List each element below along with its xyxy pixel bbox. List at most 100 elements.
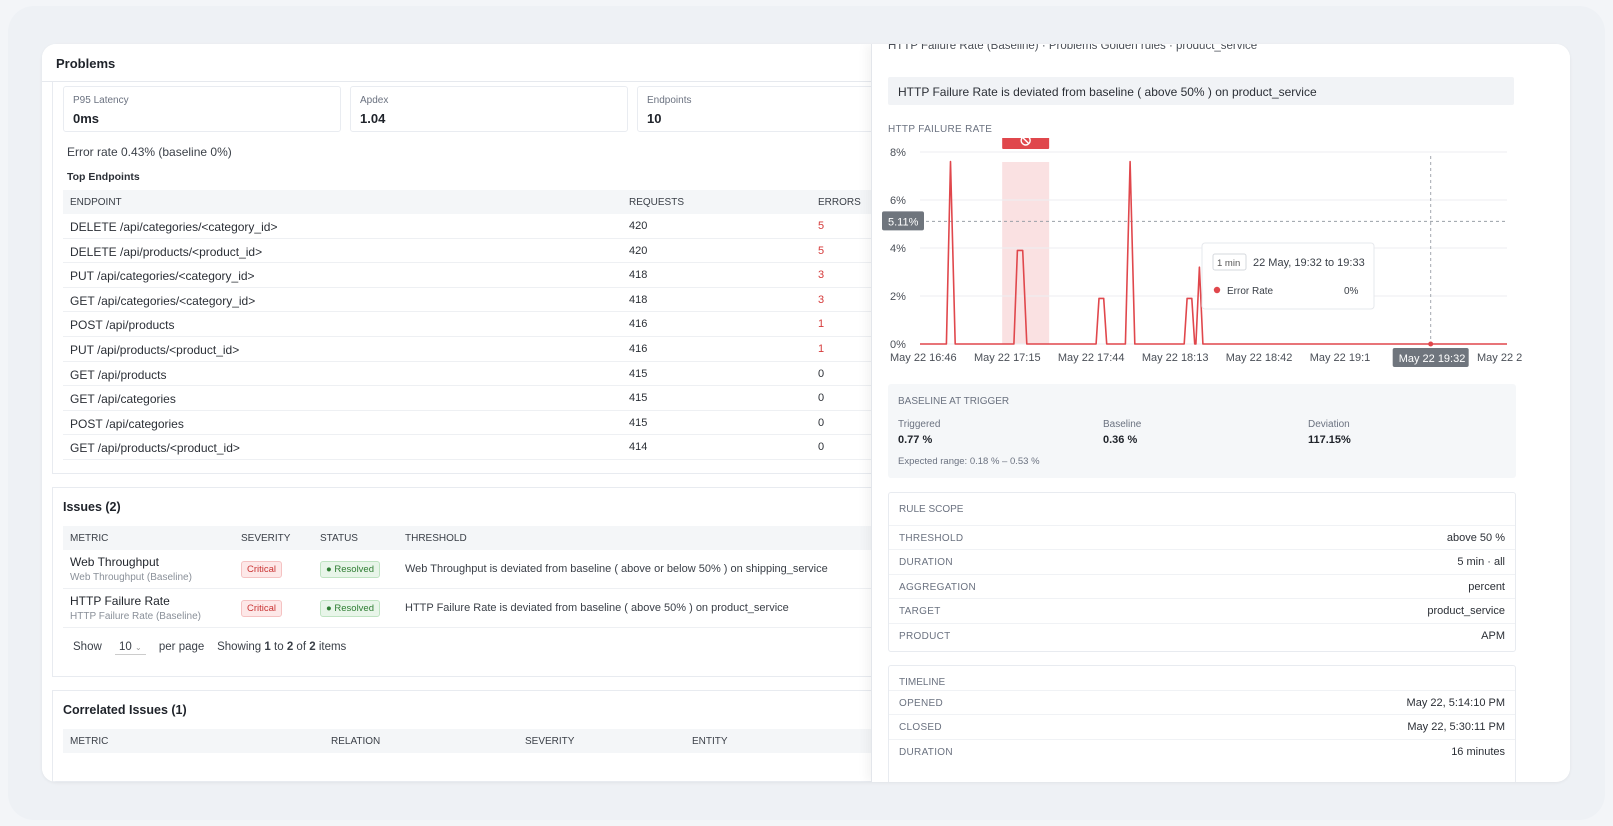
column-metric[interactable]: METRIC bbox=[70, 533, 109, 544]
table-row[interactable]: GET /api/products/<product_id> 414 0 bbox=[63, 435, 903, 460]
errors-cell: 1 bbox=[818, 318, 825, 331]
column-threshold[interactable]: THRESHOLD bbox=[405, 533, 467, 544]
threshold-label: 5.11% bbox=[888, 216, 919, 228]
issues-title: Issues (2) bbox=[63, 500, 121, 514]
rule-scope-title: RULE SCOPE bbox=[899, 504, 964, 515]
status-label: Resolved bbox=[334, 564, 374, 575]
detail-row: OPENED May 22, 5:14:10 PM bbox=[889, 690, 1515, 714]
severity-badge: Critical bbox=[241, 600, 283, 617]
baseline-label: Baseline bbox=[1103, 419, 1142, 430]
pagination: Show 10 ⌄ per page Showing 1 to 2 of 2 i… bbox=[73, 640, 346, 655]
issue-row[interactable]: Web Throughput Web Throughput (Baseline)… bbox=[63, 550, 903, 589]
tooltip-value: 0% bbox=[1344, 286, 1359, 297]
table-row[interactable]: DELETE /api/categories/<category_id> 420 5 bbox=[63, 214, 903, 239]
issues-card: Issues (2) METRIC SEVERITY STATUS THRESH… bbox=[52, 487, 903, 677]
column-endpoint[interactable]: ENDPOINT bbox=[70, 197, 122, 208]
column-status[interactable]: STATUS bbox=[320, 533, 358, 544]
deviation-label: Deviation bbox=[1308, 419, 1350, 430]
correlated-issues-card: Correlated Issues (1) METRIC RELATION SE… bbox=[52, 690, 903, 782]
problems-header: Problems bbox=[42, 44, 902, 82]
y-tick-label: 0% bbox=[890, 339, 906, 351]
y-tick-label: 2% bbox=[890, 291, 906, 303]
column-errors[interactable]: ERRORS bbox=[818, 197, 861, 208]
errors-cell: 0 bbox=[818, 367, 825, 380]
detail-key: DURATION bbox=[899, 557, 953, 569]
detail-value: 16 minutes bbox=[1451, 745, 1505, 758]
http-failure-rate-chart[interactable]: 0% 2% 4% 6% 8% 5.11% May 22 16:46 May 22 17:15 M… bbox=[882, 138, 1522, 378]
column-entity[interactable]: ENTITY bbox=[692, 736, 728, 747]
table-row[interactable]: GET /api/categories 415 0 bbox=[63, 386, 903, 411]
table-row[interactable]: PUT /api/categories/<category_id> 418 3 bbox=[63, 263, 903, 288]
showing-items: items bbox=[318, 641, 347, 653]
x-tick-label: May 22 18:13 bbox=[1142, 352, 1209, 364]
errors-cell: 5 bbox=[818, 220, 825, 232]
table-row[interactable]: PUT /api/products/<product_id> 416 1 bbox=[63, 337, 903, 362]
column-severity[interactable]: SEVERITY bbox=[525, 736, 575, 747]
metric-p95-latency: P95 Latency 0ms bbox=[63, 86, 341, 132]
requests-cell: 418 bbox=[629, 269, 648, 282]
table-row[interactable]: DELETE /api/products/<product_id> 420 5 bbox=[63, 239, 903, 264]
requests-cell: 416 bbox=[629, 318, 648, 331]
detail-key: CLOSED bbox=[899, 722, 942, 734]
status-label: Resolved bbox=[334, 603, 374, 614]
tooltip-interval-box bbox=[1212, 253, 1247, 271]
tooltip-series-dot bbox=[1213, 286, 1221, 294]
issue-metric[interactable]: HTTP Failure Rate bbox=[70, 594, 170, 608]
threshold-label-bg bbox=[882, 211, 924, 231]
tooltip bbox=[1201, 242, 1375, 310]
tooltip-interval: 1 min bbox=[1217, 258, 1240, 269]
errors-cell: 3 bbox=[818, 269, 825, 282]
table-row[interactable]: POST /api/categories 415 0 bbox=[63, 411, 903, 436]
per-page-label: per page bbox=[158, 641, 205, 653]
correlated-table-header: METRIC RELATION SEVERITY ENTITY bbox=[63, 729, 903, 753]
issue-threshold: Web Throughput is deviated from baseline… bbox=[405, 563, 828, 575]
column-severity[interactable]: SEVERITY bbox=[241, 533, 291, 544]
endpoint-cell: GET /api/categories/<category_id> bbox=[70, 293, 256, 308]
detail-row: AGGREGATION percent bbox=[889, 573, 1515, 598]
column-requests[interactable]: REQUESTS bbox=[629, 197, 685, 208]
column-relation[interactable]: RELATION bbox=[331, 736, 381, 747]
table-row[interactable]: GET /api/products 415 0 bbox=[63, 362, 903, 387]
top-endpoints-title: Top Endpoints bbox=[67, 171, 140, 183]
detail-value: product_service bbox=[1427, 605, 1505, 618]
error-rate-text: Error rate 0.43% (baseline 0%) bbox=[67, 145, 232, 159]
series-line-error-rate[interactable] bbox=[920, 160, 1507, 345]
detail-value: 5 min · all bbox=[1457, 556, 1505, 569]
detail-value: above 50 % bbox=[1446, 532, 1505, 544]
requests-cell: 416 bbox=[629, 342, 648, 355]
problems-page: Problems P95 Latency 0ms Apdex 1.04 Endp… bbox=[42, 44, 903, 782]
detail-value: May 22, 5:14:10 PM bbox=[1406, 697, 1505, 709]
issue-metric[interactable]: Web Throughput bbox=[70, 555, 159, 569]
endpoint-cell: DELETE /api/products/<product_id> bbox=[70, 244, 263, 259]
incident-marker[interactable] bbox=[1002, 138, 1050, 149]
detail-row: CLOSED May 22, 5:30:11 PM bbox=[889, 714, 1515, 738]
metric-label: Endpoints bbox=[647, 95, 692, 106]
ban-icon bbox=[1020, 138, 1031, 146]
detail-row: THRESHOLD above 50 % bbox=[889, 525, 1515, 549]
detail-value: May 22, 5:30:11 PM bbox=[1407, 721, 1505, 734]
metric-value: 10 bbox=[647, 111, 662, 126]
status-badge: ● Resolved bbox=[320, 600, 380, 617]
correlated-title: Correlated Issues (1) bbox=[63, 703, 187, 717]
timeline-title: TIMELINE bbox=[899, 677, 946, 688]
breadcrumb: HTTP Failure Rate (Baseline) · Problems … bbox=[888, 44, 1258, 52]
per-page-select[interactable]: 10 ⌄ bbox=[114, 640, 146, 655]
requests-cell: 415 bbox=[629, 392, 648, 405]
y-tick-label: 8% bbox=[890, 147, 906, 159]
page-title: Problems bbox=[56, 56, 116, 71]
errors-cell: 0 bbox=[818, 416, 825, 429]
endpoint-cell: GET /api/products bbox=[70, 367, 167, 382]
detail-key: DURATION bbox=[899, 746, 953, 758]
detail-row: DURATION 5 min · all bbox=[889, 549, 1515, 573]
detail-key: PRODUCT bbox=[899, 630, 951, 642]
errors-cell: 0 bbox=[818, 392, 825, 405]
x-tick-label: May 22 16:46 bbox=[890, 352, 957, 364]
column-metric[interactable]: METRIC bbox=[70, 736, 109, 747]
table-row[interactable]: GET /api/categories/<category_id> 418 3 bbox=[63, 288, 903, 313]
baseline-title: BASELINE AT TRIGGER bbox=[898, 396, 1010, 407]
chevron-down-icon: ⌄ bbox=[134, 643, 142, 652]
table-row[interactable]: POST /api/products 416 1 bbox=[63, 312, 903, 337]
issue-row[interactable]: HTTP Failure Rate HTTP Failure Rate (Bas… bbox=[63, 589, 903, 628]
issue-threshold: HTTP Failure Rate is deviated from basel… bbox=[405, 602, 789, 614]
problem-detail-panel: HTTP Failure Rate (Baseline) · Problems … bbox=[871, 44, 1570, 782]
